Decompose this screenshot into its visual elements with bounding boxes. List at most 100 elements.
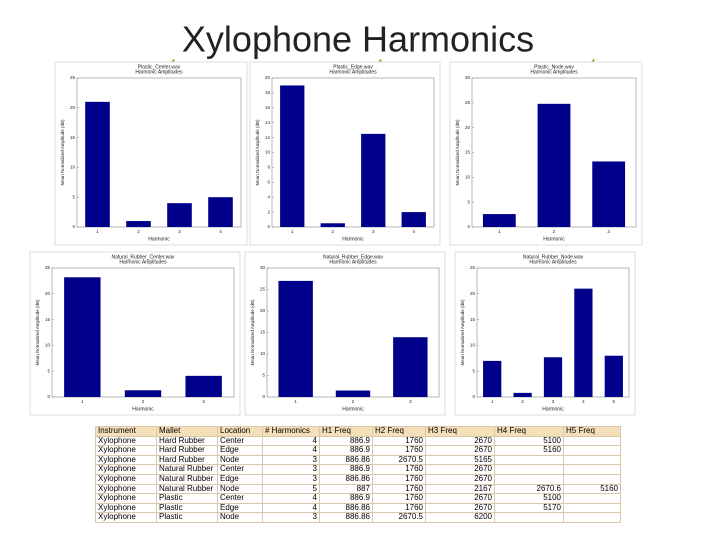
y-tick-label: 20 <box>260 308 266 313</box>
y-tick-label: 18 <box>265 90 271 95</box>
table-cell: 6200 <box>425 512 495 523</box>
table-cell <box>563 512 621 523</box>
table-cell: 5160 <box>563 483 621 495</box>
column-header: Instrument <box>95 426 157 437</box>
bar <box>543 357 563 397</box>
chart-subtitle: Harmonic Amplitudes <box>530 69 578 75</box>
y-tick-label: 8 <box>267 165 270 170</box>
y-tick-label: 5 <box>467 199 470 204</box>
x-tick-label: 1 <box>498 229 501 234</box>
bar <box>185 375 222 397</box>
table-cell: 2670 <box>425 445 495 456</box>
x-tick-label: 4 <box>219 229 222 234</box>
table-cell <box>563 502 621 514</box>
table-cell <box>494 473 564 485</box>
table-cell <box>563 435 621 447</box>
table-cell: Xylophone <box>95 512 157 523</box>
chart-title: Plastic_Edge.wav <box>333 64 373 70</box>
y-tick-label: 20 <box>265 75 271 80</box>
x-tick-label: 3 <box>607 229 610 234</box>
bar <box>482 214 516 227</box>
table-cell: 3 <box>262 473 320 485</box>
x-tick-label: 3 <box>409 399 412 404</box>
y-axis-label: Mean Normalized Amplitude (dB) <box>455 119 460 186</box>
bar <box>537 103 571 227</box>
table-cell: 2670.5 <box>372 512 426 523</box>
column-header: # Harmonics <box>262 426 320 437</box>
y-tick-label: 5 <box>472 368 475 373</box>
table-row: Xylophone Hard Rubber Node 3 886.86 2670.5 516… <box>95 454 621 466</box>
y-tick-label: 5 <box>47 368 50 373</box>
y-tick-label: 0 <box>47 394 50 399</box>
table-row: Xylophone Hard Rubber Edge 4 886.9 1760 2670 51… <box>95 445 621 456</box>
y-tick-label: 2 <box>267 209 270 214</box>
y-tick-label: 15 <box>465 150 471 155</box>
y-tick-label: 0 <box>267 224 270 229</box>
table-cell: Plastic <box>156 493 218 504</box>
x-axis-label: Harmonic <box>132 406 154 412</box>
y-tick-label: 25 <box>70 75 76 80</box>
bar <box>167 203 192 227</box>
y-tick-label: 0 <box>467 224 470 229</box>
bar <box>335 390 371 397</box>
table-cell: Center <box>217 493 263 504</box>
y-tick-label: 30 <box>260 265 266 270</box>
x-tick-label: 2 <box>331 229 334 234</box>
table-cell: 5160 <box>494 445 564 456</box>
bar <box>126 221 151 227</box>
table-cell: Hard Rubber <box>156 445 218 456</box>
table-cell <box>494 464 564 475</box>
y-tick-label: 6 <box>267 179 270 184</box>
table-cell: 1760 <box>372 473 426 485</box>
bar <box>401 212 426 227</box>
y-tick-label: 20 <box>470 291 476 296</box>
x-tick-label: 4 <box>412 229 415 234</box>
y-axis-label: Mean Normalized Amplitude (dB) <box>60 119 65 186</box>
bar <box>64 277 101 397</box>
y-axis-label: Mean Normalized Amplitude (dB) <box>255 119 260 186</box>
table-cell: 2670 <box>425 473 495 485</box>
table-cell: 5100 <box>494 493 564 504</box>
bar <box>574 288 593 397</box>
table-cell <box>494 454 564 466</box>
header-row: Instrument Mallet Location # Harmonics H1 Fr… <box>95 426 621 437</box>
table-cell: Natural Rubber <box>156 473 218 485</box>
y-tick-label: 5 <box>72 194 75 199</box>
y-tick-label: 20 <box>465 125 471 130</box>
table-cell: 886.86 <box>319 473 373 485</box>
y-tick-label: 15 <box>45 317 51 322</box>
column-header: Location <box>217 426 263 437</box>
slide-title: Xylophone Harmonics <box>182 19 534 60</box>
y-tick-label: 25 <box>470 265 476 270</box>
x-axis-label: Harmonic <box>543 236 565 242</box>
table-cell: Xylophone <box>95 445 157 456</box>
bar <box>604 355 623 397</box>
y-tick-label: 15 <box>70 135 76 140</box>
x-axis-label: Harmonic <box>342 236 364 242</box>
bar <box>278 280 313 397</box>
column-header: H5 Freq <box>563 426 621 437</box>
table-cell <box>494 512 564 523</box>
bar <box>320 223 345 227</box>
table-cell: Xylophone <box>95 493 157 504</box>
chart-title: Natural_Rubber_Node.wav <box>523 254 584 260</box>
bar <box>208 197 233 227</box>
y-tick-label: 0 <box>472 394 475 399</box>
table-cell: Edge <box>217 445 263 456</box>
y-tick-label: 15 <box>260 330 266 335</box>
table-cell: Edge <box>217 473 263 485</box>
bar <box>483 360 502 397</box>
table-cell: Xylophone <box>95 473 157 485</box>
bar <box>393 337 428 397</box>
chart-subtitle: Harmonic Amplitudes <box>135 69 183 75</box>
x-tick-label: 2 <box>142 399 145 404</box>
y-axis-label: Mean Normalized Amplitude (dB) <box>35 299 40 366</box>
table-cell: 4 <box>262 435 320 447</box>
y-tick-label: 25 <box>465 100 471 105</box>
table-cell: 5 <box>262 483 320 495</box>
x-tick-label: 4 <box>582 399 585 404</box>
table-cell: 1760 <box>372 445 426 456</box>
bar <box>280 85 305 227</box>
